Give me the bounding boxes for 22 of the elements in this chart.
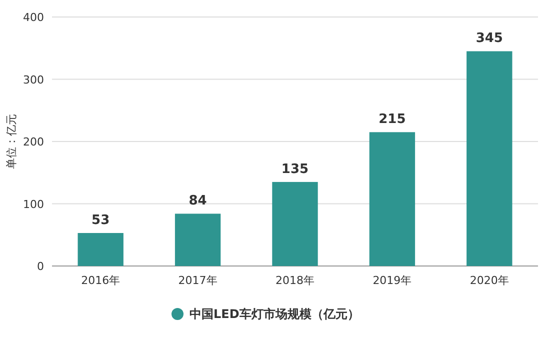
data-label: 215 — [378, 112, 406, 128]
x-tick-label: 2016年 — [81, 274, 120, 287]
bar — [369, 132, 416, 266]
y-tick-label: 400 — [23, 11, 44, 24]
data-label: 345 — [476, 31, 503, 46]
y-tick-label: 100 — [23, 198, 44, 211]
x-tick-label: 2018年 — [276, 274, 314, 287]
x-tick-label: 2017年 — [178, 274, 218, 287]
y-tick-label: 300 — [23, 73, 44, 86]
bar — [466, 51, 512, 266]
bar — [174, 214, 221, 266]
y-tick-label: 200 — [23, 136, 44, 148]
x-tick-label: 2019年 — [372, 274, 412, 287]
bar — [272, 182, 318, 266]
x-tick-label: 2020年 — [470, 274, 509, 287]
data-label: 53 — [92, 213, 110, 228]
data-label: 84 — [188, 194, 207, 209]
bar — [78, 233, 124, 266]
y-axis-title: 单位：亿元 — [5, 114, 18, 169]
legend-label: 中国LED车灯市场规模（亿元） — [190, 307, 360, 321]
data-label: 135 — [281, 162, 309, 177]
y-tick-label: 0 — [37, 260, 44, 273]
